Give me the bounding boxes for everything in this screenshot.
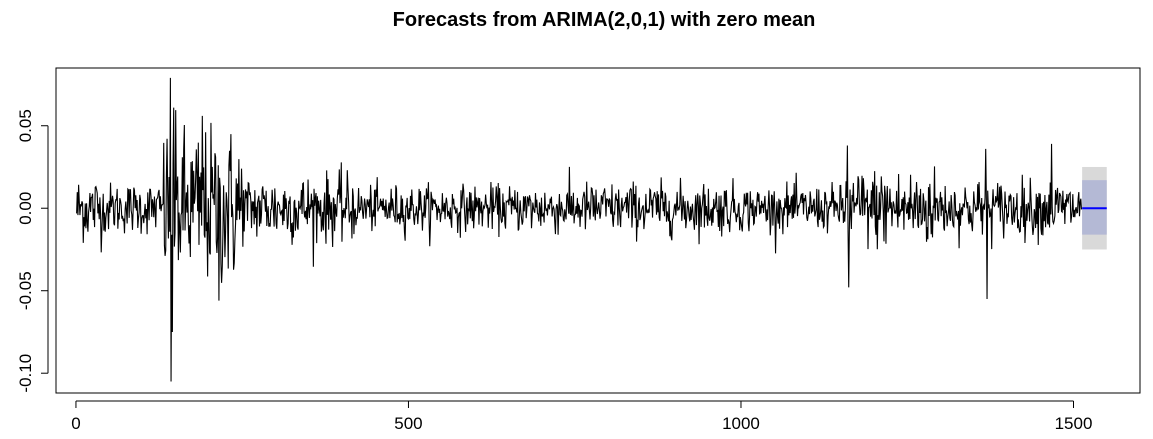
y-tick-label: 0.05 xyxy=(16,109,35,142)
observed-series-line xyxy=(77,78,1082,382)
y-tick-label: -0.10 xyxy=(16,354,35,393)
axes: 0 500 1000 1500 -0.10 -0.05 0.00 0.05 xyxy=(16,68,1140,433)
x-tick-label: 1000 xyxy=(722,414,760,433)
plot-area xyxy=(77,78,1107,382)
x-tick-label: 0 xyxy=(71,414,80,433)
x-tick-label: 1500 xyxy=(1055,414,1093,433)
y-tick-label: -0.05 xyxy=(16,271,35,310)
x-tick-label: 500 xyxy=(394,414,422,433)
y-tick-label: 0.00 xyxy=(16,192,35,225)
chart-title: Forecasts from ARIMA(2,0,1) with zero me… xyxy=(393,9,816,31)
